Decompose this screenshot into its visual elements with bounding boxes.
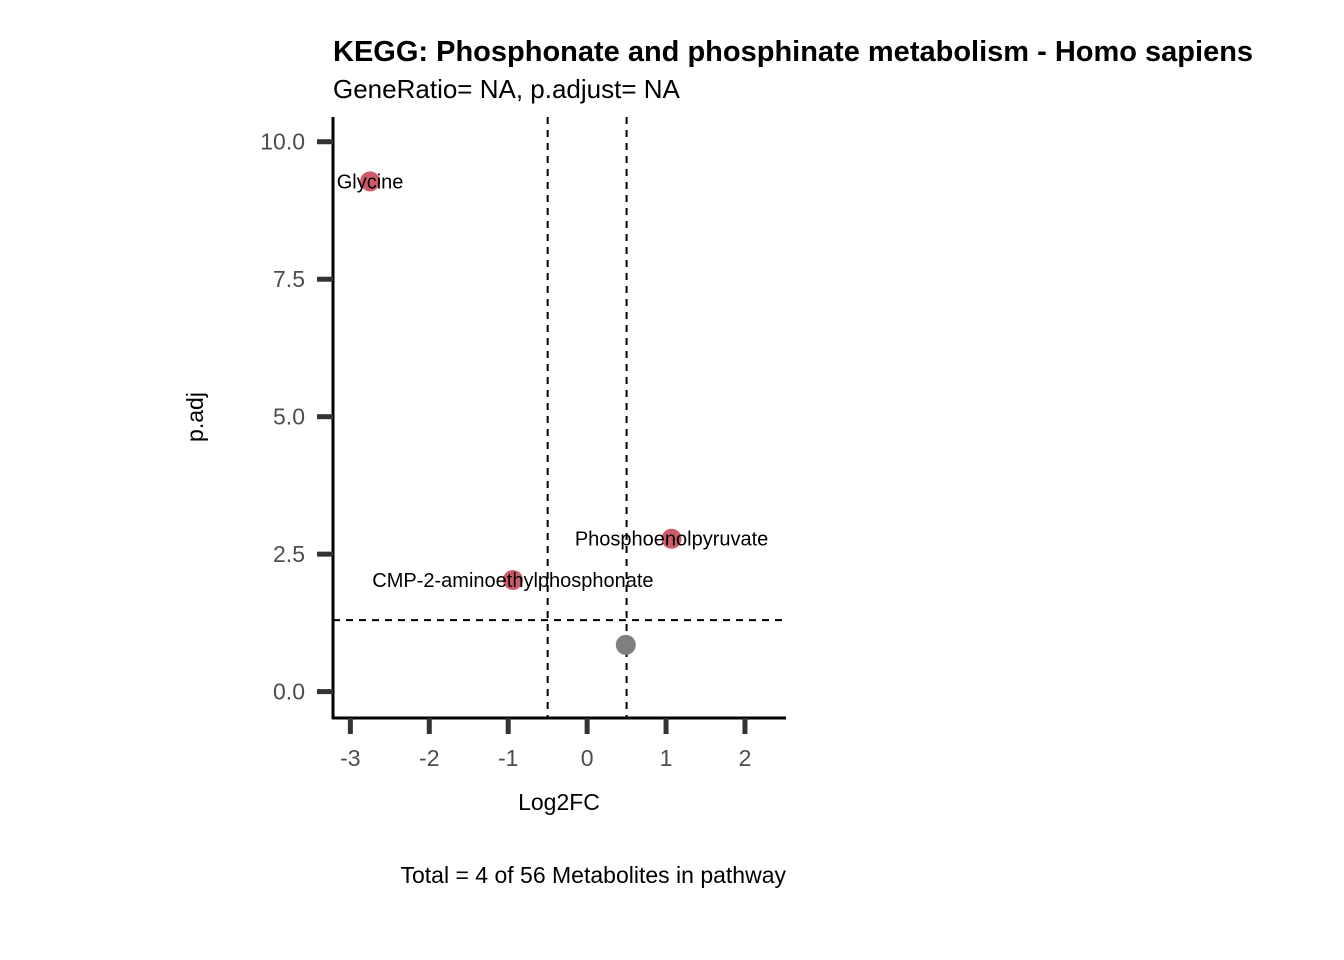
y-tick-label-2: 5.0: [273, 404, 305, 430]
y-tick-label-3: 7.5: [273, 266, 305, 292]
x-axis-title: Log2FC: [518, 789, 600, 815]
x-tick-label-3: 0: [581, 745, 594, 771]
chart-title: KEGG: Phosphonate and phosphinate metabo…: [333, 36, 1253, 68]
point-label-1: CMP-2-aminoethylphosphonate: [372, 570, 653, 592]
point-labels: Glycine CMP-2-aminoethylphosphonate Phosph…: [337, 171, 769, 592]
data-point-0: [360, 171, 381, 192]
y-axis-title: p.adj: [182, 392, 208, 442]
x-tick-label-2: -1: [498, 745, 518, 771]
y-tick-label-4: 10.0: [260, 129, 305, 155]
y-tick-label-1: 2.5: [273, 541, 305, 567]
chart-subtitle: GeneRatio= NA, p.adjust= NA: [333, 74, 681, 104]
point-label-2: Phosphoenolpyruvate: [575, 529, 768, 551]
x-tick-label-1: -2: [419, 745, 439, 771]
x-axis-ticks: -3 -2 -1 0 1 2: [340, 718, 751, 771]
data-point-2: [661, 528, 682, 549]
y-axis-ticks: 0.0 2.5 5.0 7.5 10.0: [260, 129, 333, 705]
data-point-1: [502, 569, 523, 590]
data-point-3: [615, 634, 636, 655]
x-tick-label-5: 2: [739, 745, 752, 771]
chart-caption: Total = 4 of 56 Metabolites in pathway: [401, 862, 787, 888]
x-tick-label-0: -3: [340, 745, 360, 771]
point-label-0: Glycine: [337, 171, 404, 193]
y-tick-label-0: 0.0: [273, 679, 305, 705]
x-tick-label-4: 1: [660, 745, 673, 771]
reference-lines: [333, 117, 786, 718]
data-points: [360, 171, 682, 655]
